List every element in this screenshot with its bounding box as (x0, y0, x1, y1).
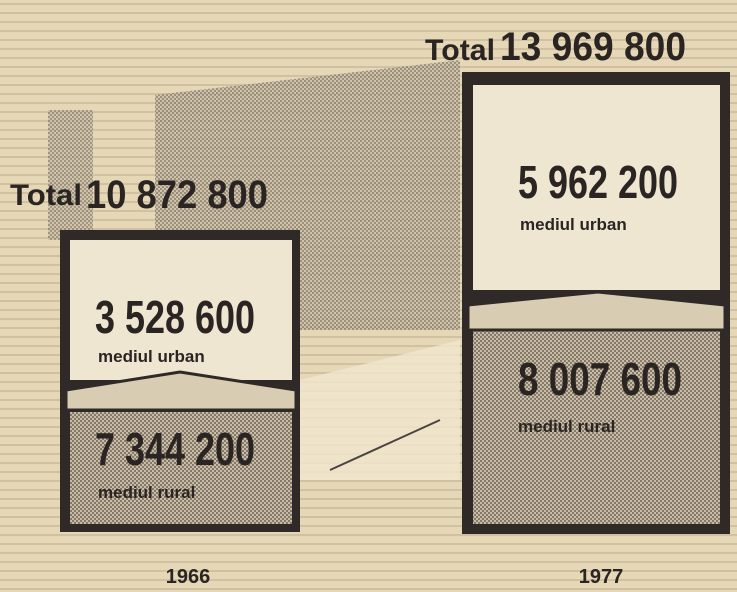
segment-label: mediul rural (518, 417, 615, 436)
rural-box (70, 412, 292, 524)
segment-label: mediul rural (98, 483, 195, 502)
segment-value: 7 344 200 (95, 423, 255, 475)
segment-value: 5 962 200 (518, 156, 678, 208)
total-value: 10 872 800 (86, 173, 268, 217)
panel-1977: Total 13 969 800 5 962 200 mediul urban … (425, 25, 730, 588)
rural-box (473, 330, 720, 524)
year-label: 1966 (166, 566, 211, 588)
urban-box (473, 85, 720, 290)
segment-label: mediul urban (520, 215, 627, 234)
segment-label: mediul urban (98, 347, 205, 366)
total-label: Total (10, 179, 82, 212)
building-illustration (48, 60, 460, 480)
year-label: 1977 (579, 566, 624, 588)
urban-box (70, 240, 292, 380)
panel-1966: Total 10 872 800 3 528 600 mediul urban … (10, 173, 300, 588)
segment-value: 8 007 600 (518, 353, 682, 405)
total-value: 13 969 800 (500, 25, 686, 69)
segment-value: 3 528 600 (95, 291, 255, 343)
total-label: Total (425, 34, 495, 67)
